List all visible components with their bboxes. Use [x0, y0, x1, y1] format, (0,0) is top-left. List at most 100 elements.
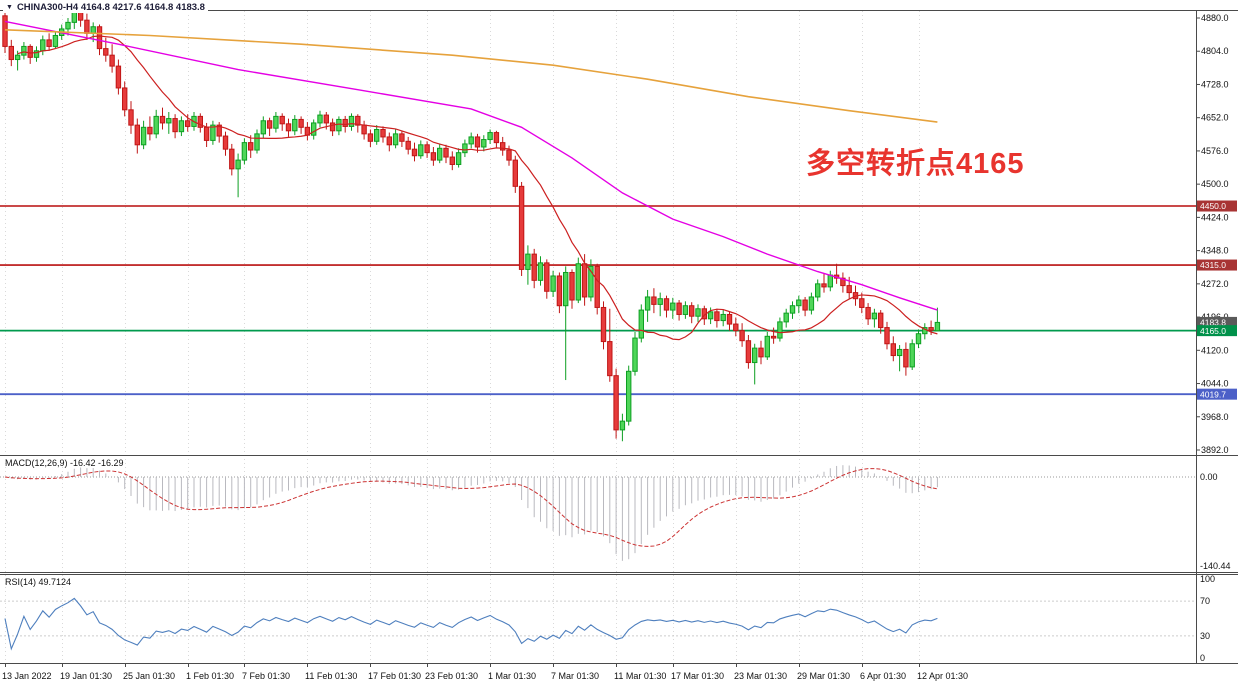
candle-body	[500, 142, 506, 151]
time-label: 1 Mar 01:30	[488, 671, 537, 681]
candle-body	[279, 115, 285, 125]
price-tick-label: 4500.0	[1201, 179, 1229, 189]
candle-body	[707, 311, 714, 320]
time-label: 6 Apr 01:30	[860, 671, 907, 681]
candle-body	[613, 375, 619, 431]
candle-body	[657, 298, 663, 305]
candle-body	[14, 54, 21, 61]
candle-body	[569, 271, 575, 301]
candle-body	[166, 118, 172, 124]
candle-body	[518, 185, 525, 270]
candle-body	[651, 296, 657, 305]
candle-body	[380, 128, 386, 138]
price-label-box-text: 4019.7	[1200, 389, 1226, 399]
candle-body	[285, 123, 292, 132]
macd-signal-line	[4, 468, 938, 547]
candle-body	[581, 263, 588, 298]
candle-body	[525, 253, 531, 270]
macd-indicator-label: MACD(12,26,9) -16.42 -16.29	[5, 458, 124, 468]
candle-body	[386, 136, 393, 146]
rsi-axis-label: 100	[1200, 574, 1215, 584]
candle-body	[172, 118, 178, 133]
candle-body	[411, 148, 418, 157]
candle-body	[52, 34, 59, 47]
chart-dropdown-icon[interactable]: ▼	[6, 4, 13, 11]
price-tick-label: 4576.0	[1201, 146, 1229, 156]
candle-body	[695, 308, 701, 317]
price-tick-label: 4120.0	[1201, 345, 1229, 355]
candle-body	[197, 115, 204, 128]
candle-body	[8, 45, 15, 61]
candle-body	[733, 323, 739, 332]
time-label: 11 Mar 01:30	[614, 671, 667, 681]
macd-axis-label: -140.44	[1200, 561, 1231, 571]
candle-body	[260, 120, 267, 135]
candle-body	[210, 124, 216, 141]
candle-body	[619, 420, 626, 431]
rsi-line	[4, 597, 938, 651]
candle-body	[336, 118, 342, 132]
candle-body	[783, 312, 789, 323]
time-label: 1 Feb 01:30	[186, 671, 235, 681]
candle-body	[21, 45, 27, 56]
candle-body	[40, 39, 46, 52]
chart-title: CHINA300-H4 4164.8 4217.6 4164.8 4183.8	[16, 2, 205, 13]
candle-body	[752, 347, 758, 364]
rsi-indicator-label: RSI(14) 49.7124	[5, 577, 72, 587]
candle-body	[46, 39, 52, 47]
time-label: 17 Mar 01:30	[671, 671, 725, 681]
candle-body	[367, 133, 374, 142]
axis-layer: 0.00 -140.44 100 70 30 0 4880.0 4804.0 4728.0 465…	[1196, 13, 1237, 663]
candle-body	[670, 302, 676, 311]
price-tick-label: 4728.0	[1201, 79, 1229, 89]
moving-average-layer	[4, 20, 938, 341]
candle-body	[808, 296, 815, 311]
candle-body	[846, 285, 852, 294]
candle-body	[506, 149, 512, 161]
candle-body	[909, 343, 915, 368]
candle-body	[815, 283, 821, 298]
candle-body	[292, 118, 298, 132]
chart-title-bar[interactable]: ▼ CHINA300-H4 4164.8 4217.6 4164.8 4183.…	[3, 2, 208, 13]
candle-body	[865, 306, 871, 320]
candle-body	[134, 124, 141, 146]
price-tick-label: 3892.0	[1201, 445, 1229, 455]
candle-body	[607, 341, 613, 377]
price-label-box-text: 4315.0	[1200, 260, 1226, 270]
price-tick-label: 4652.0	[1201, 113, 1229, 123]
price-tick-label: 4348.0	[1201, 246, 1229, 256]
candle-body	[311, 122, 317, 136]
price-tick-label: 4272.0	[1201, 279, 1229, 289]
candle-body	[342, 118, 348, 127]
candle-body	[140, 126, 147, 146]
macd-axis-label: 0.00	[1200, 472, 1218, 482]
candle-body	[90, 26, 96, 34]
candle-body	[84, 19, 90, 34]
frame-layer	[0, 10, 1238, 667]
candle-body	[418, 144, 424, 157]
candle-body	[266, 120, 273, 129]
candle-body	[493, 132, 500, 144]
candle-body	[298, 118, 304, 128]
price-label-box	[1197, 316, 1237, 328]
time-label: 23 Mar 01:30	[734, 671, 788, 681]
candle-body	[745, 340, 752, 364]
price-tick-label: 4424.0	[1201, 212, 1229, 222]
candle-body	[241, 142, 248, 161]
candle-body	[600, 306, 607, 343]
time-label: 7 Feb 01:30	[242, 671, 291, 681]
candle-body	[317, 114, 323, 124]
candle-body	[777, 321, 783, 339]
candle-body	[216, 124, 222, 137]
candle-body	[361, 124, 367, 135]
candle-body	[556, 275, 563, 307]
candle-body	[632, 337, 638, 372]
candle-body	[109, 54, 115, 67]
candle-body	[329, 122, 336, 132]
time-label: 13 Jan 2022	[2, 671, 52, 681]
candle-body	[27, 45, 33, 58]
candle-body	[544, 262, 550, 292]
candle-body	[122, 87, 128, 111]
